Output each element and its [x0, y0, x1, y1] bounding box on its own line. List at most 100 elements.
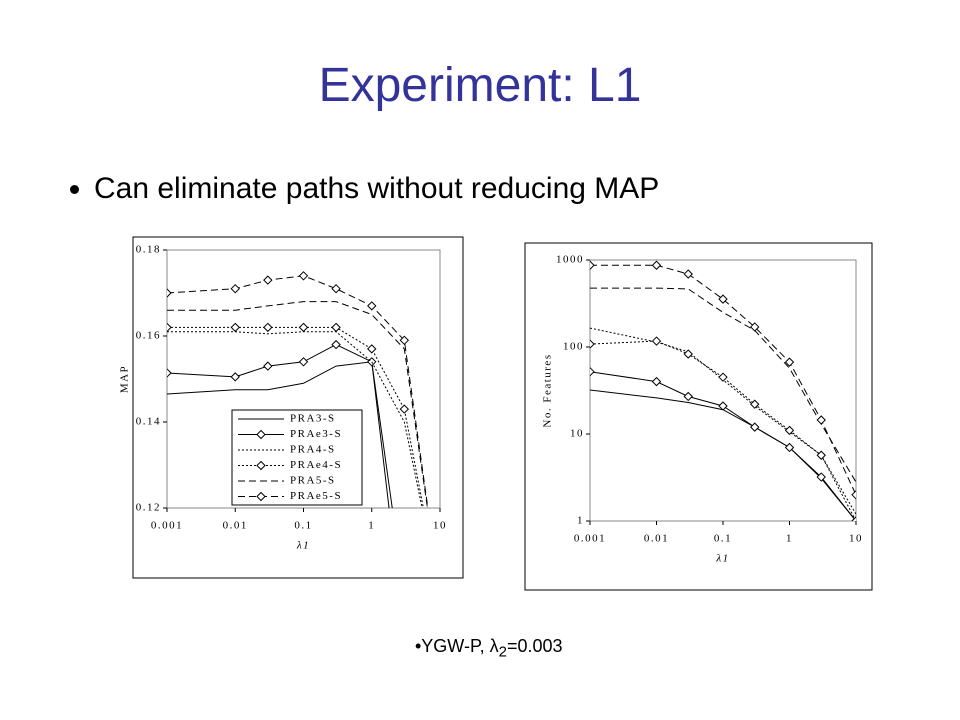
y-tick-label: 0.18 [136, 244, 161, 256]
series-line [590, 371, 856, 521]
series-marker [851, 516, 856, 521]
series-line [590, 389, 856, 521]
series-line [167, 326, 424, 508]
legend-label: PRA5-S [290, 475, 336, 487]
series-marker [590, 367, 595, 377]
x-tick-label: 0.1 [714, 533, 732, 545]
series-line [167, 275, 429, 508]
series-marker [399, 404, 410, 414]
series-marker [167, 288, 172, 298]
legend-label: PRAe5-S [290, 490, 342, 502]
series-marker [230, 322, 240, 333]
bullet: Can eliminate paths without reducing MAP [94, 172, 659, 206]
series-marker [263, 322, 273, 333]
series-marker [750, 399, 760, 409]
legend-marker [256, 460, 266, 471]
series-marker [784, 357, 795, 367]
note: •YGW-P, λ2=0.003 [415, 636, 563, 661]
series-marker [816, 472, 826, 482]
y-tick-label: 100 [563, 341, 584, 353]
series-marker [651, 336, 662, 346]
x-tick-label: 0.01 [644, 533, 669, 545]
y-tick-label: 1000 [556, 254, 584, 266]
x-tick-label: 1 [786, 533, 793, 545]
y-tick-label: 0.14 [136, 416, 161, 428]
series-marker [367, 344, 377, 354]
x-tick-label: 10 [433, 520, 447, 532]
series-marker [331, 322, 341, 333]
y-axis-label: MAP [119, 365, 131, 393]
note-tail: =0.003 [507, 636, 563, 656]
series-marker [750, 322, 760, 332]
series-group [590, 260, 856, 521]
chart-frame [132, 236, 464, 579]
series-marker [683, 269, 693, 279]
legend-label: PRA4-S [290, 444, 336, 456]
series-marker [683, 349, 693, 359]
series-marker [590, 260, 595, 270]
series-marker [263, 361, 273, 371]
series-marker [400, 633, 408, 641]
series-marker [298, 357, 309, 367]
x-tick-label: 1 [368, 520, 375, 532]
series-line [590, 287, 856, 483]
legend-marker [256, 491, 266, 502]
series-marker [436, 590, 444, 598]
series-line [590, 264, 856, 496]
legend-label: PRA3-S [290, 413, 336, 425]
series-line [590, 327, 856, 515]
bullet-list: Can eliminate paths without reducing MAP [58, 172, 659, 206]
y-tick-label: 0.12 [136, 502, 161, 514]
series-marker [167, 368, 172, 378]
series-marker [399, 335, 410, 346]
series-marker [683, 391, 693, 402]
legend-box [231, 409, 363, 506]
series-marker [718, 401, 728, 411]
series-marker [718, 294, 728, 304]
series-marker [851, 490, 856, 500]
series-marker [367, 357, 377, 367]
x-tick-label: 0.001 [574, 533, 606, 545]
x-axis-label: λ1 [715, 553, 729, 565]
legend-label: PRAe3-S [290, 428, 342, 440]
note-sub: 2 [498, 643, 507, 661]
series-marker [167, 322, 172, 333]
chart-frame [524, 242, 873, 591]
slide-title: Experiment: L1 [318, 59, 642, 112]
note-text: •YGW-P, λ [415, 636, 499, 656]
x-axis-label: λ1 [296, 540, 310, 552]
series-marker [651, 260, 662, 270]
series-line [590, 340, 856, 521]
series-marker [718, 372, 728, 382]
x-tick-label: 0.001 [151, 520, 183, 532]
legend-marker [256, 429, 266, 440]
series-marker [230, 283, 240, 294]
series-marker [298, 271, 309, 281]
y-tick-label: 1 [577, 515, 584, 527]
series-marker [651, 376, 662, 387]
legend-label: PRAe4-S [290, 459, 342, 471]
series-marker [590, 339, 595, 349]
series-marker [750, 422, 760, 432]
series-marker [331, 339, 341, 350]
series-group [167, 271, 444, 641]
x-tick-label: 0.1 [294, 520, 312, 532]
series-marker [367, 301, 377, 311]
series-marker [436, 590, 444, 598]
series-line [167, 331, 423, 508]
series-marker [816, 415, 826, 425]
series-marker [816, 450, 826, 460]
series-marker [298, 322, 309, 333]
series-marker [263, 275, 273, 285]
series-marker [784, 442, 795, 453]
series-line [167, 301, 428, 508]
series-marker [784, 425, 795, 436]
y-tick-label: 10 [570, 428, 584, 440]
y-tick-label: 0.16 [136, 330, 161, 342]
series-marker [230, 372, 240, 382]
x-tick-label: 0.01 [223, 520, 248, 532]
series-marker [331, 283, 341, 294]
x-tick-label: 10 [849, 533, 863, 545]
